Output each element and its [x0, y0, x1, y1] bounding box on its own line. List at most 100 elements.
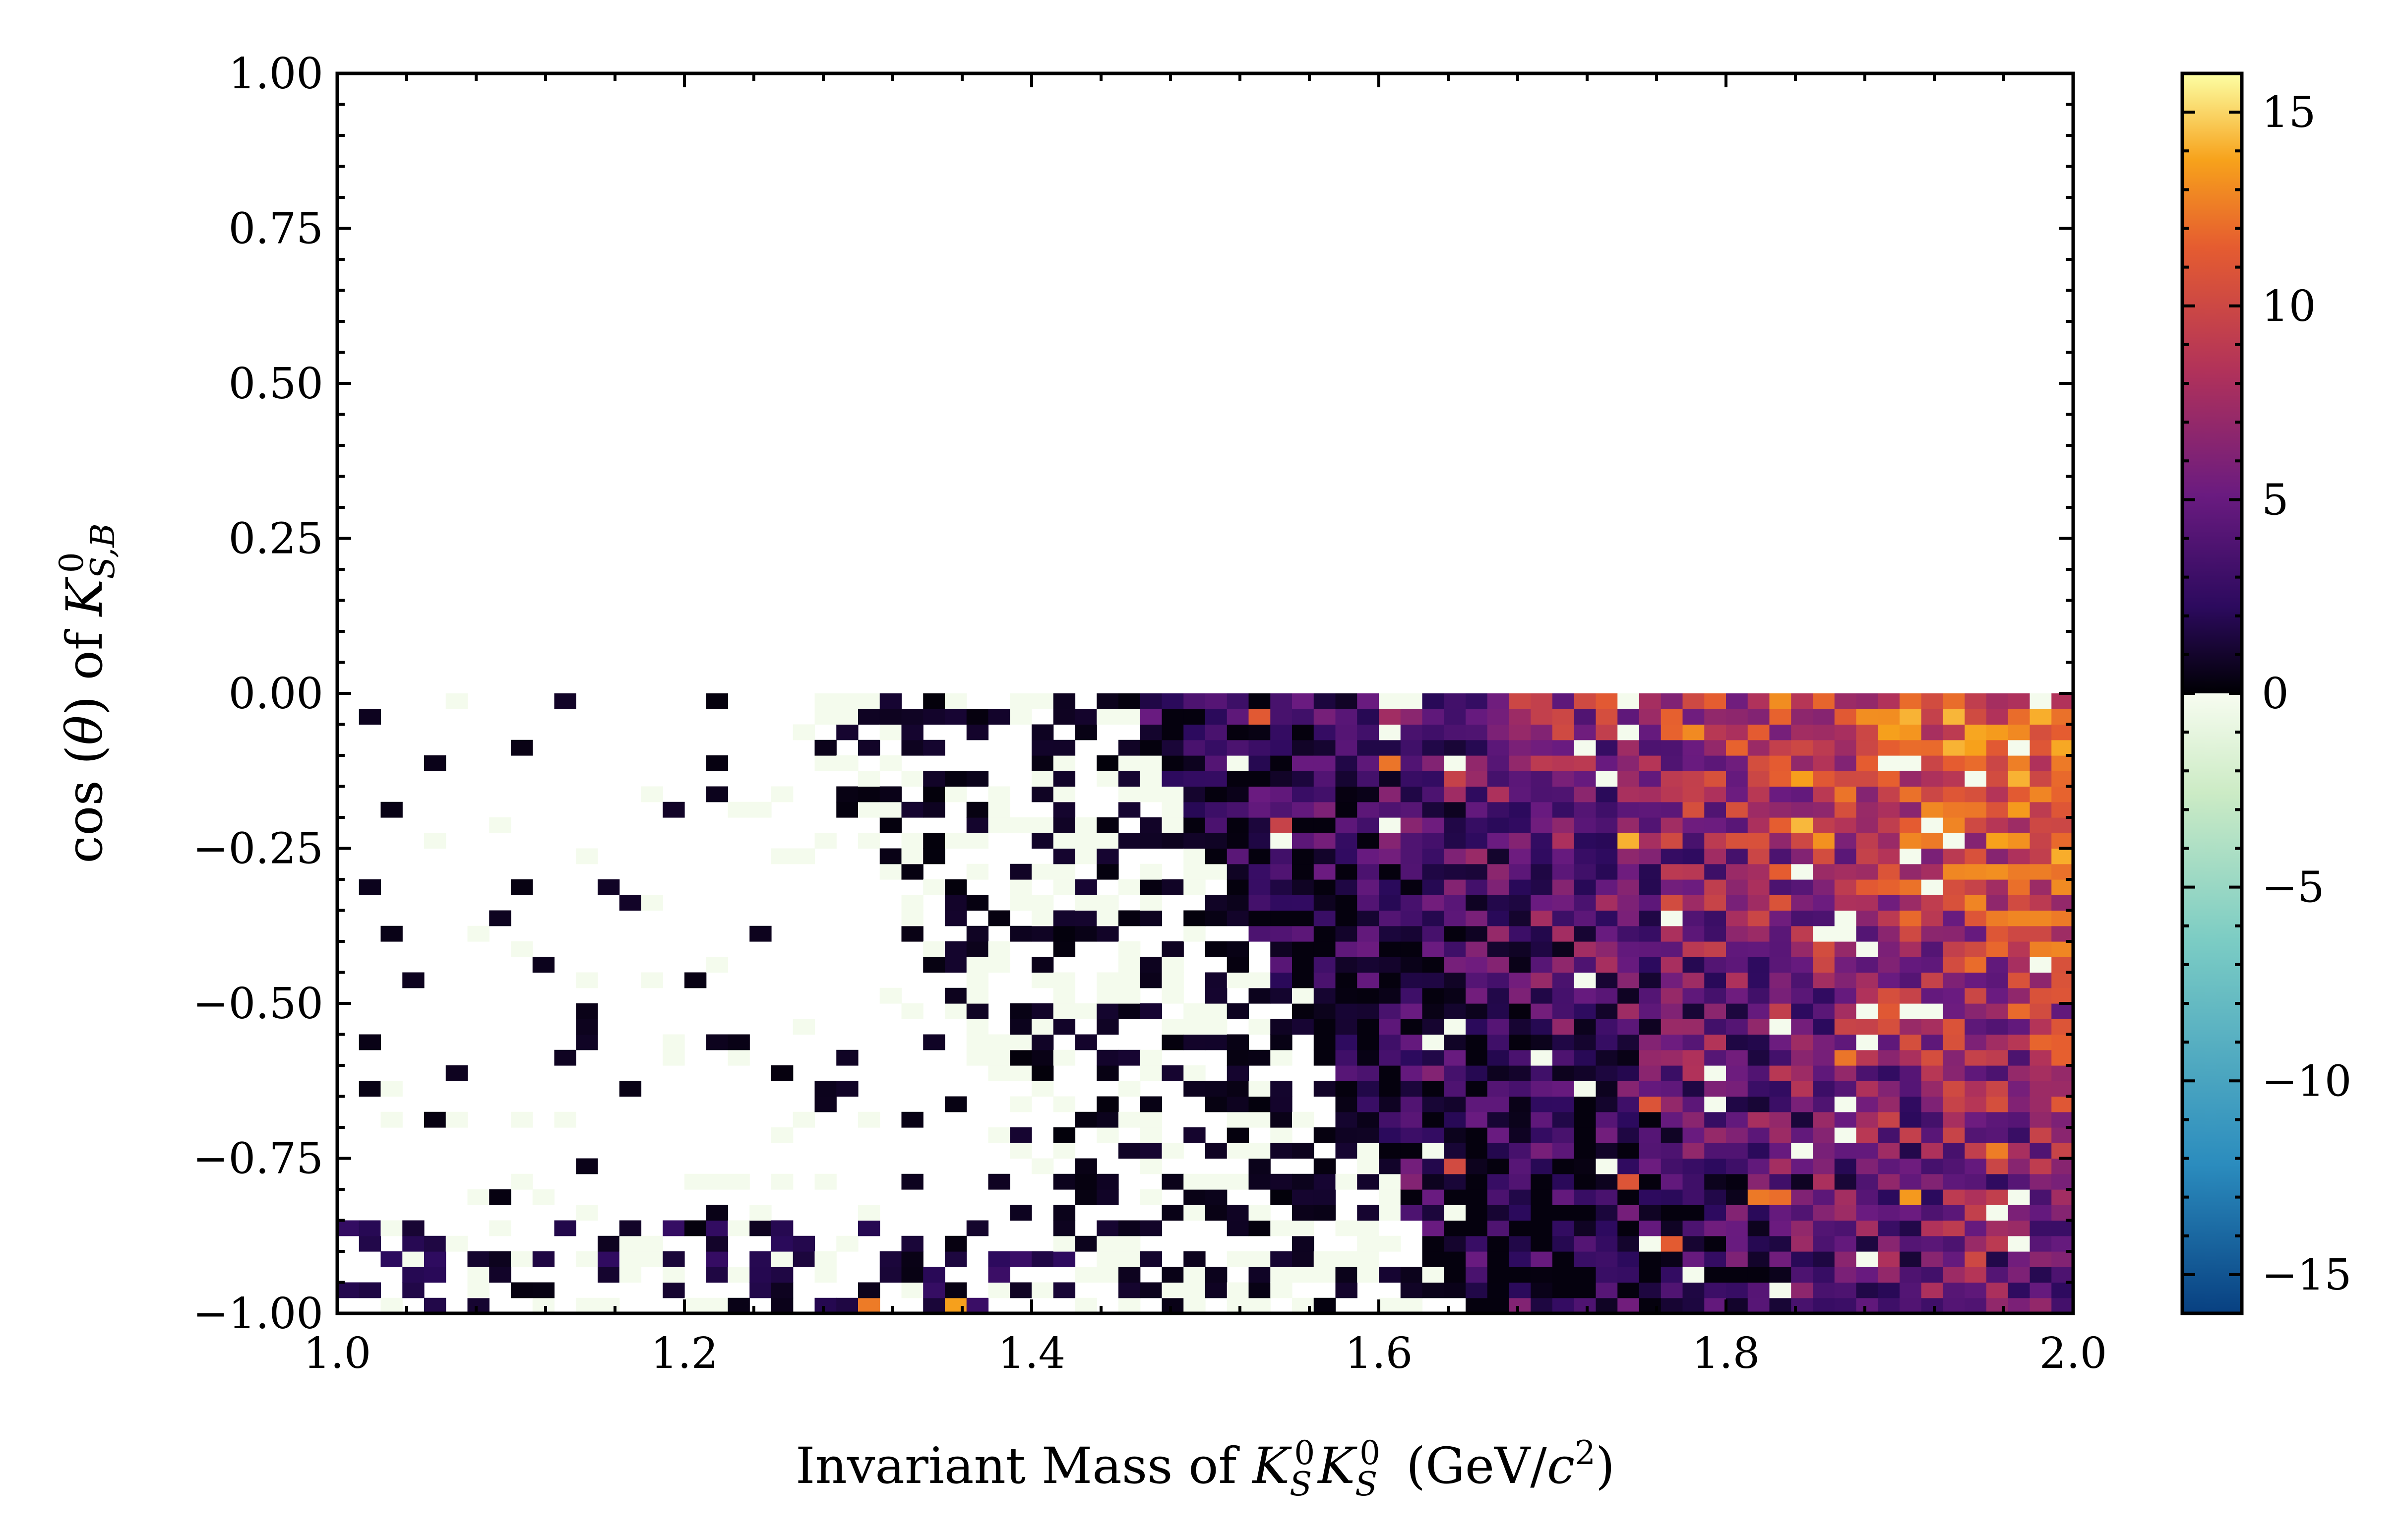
heatmap-cell: [1010, 709, 1032, 725]
heatmap-cell: [1357, 1143, 1379, 1159]
heatmap-cell: [1965, 925, 1987, 942]
heatmap-cell: [1986, 1267, 2009, 1283]
heatmap-cell: [1444, 1220, 1466, 1236]
heatmap-cell: [1248, 1205, 1271, 1221]
heatmap-cell: [1965, 895, 1987, 911]
heatmap-cell: [2030, 755, 2052, 771]
heatmap-cell: [1704, 724, 1726, 740]
heatmap-cell: [1639, 910, 1662, 926]
heatmap-cell: [1379, 693, 1401, 709]
heatmap-cell: [1661, 910, 1683, 926]
heatmap-cell: [1965, 987, 1987, 1004]
heatmap-cell: [1531, 941, 1553, 957]
heatmap-cell: [2008, 987, 2031, 1004]
heatmap-cell: [2051, 957, 2074, 973]
heatmap-cell: [858, 1205, 880, 1221]
heatmap-cell: [966, 1034, 989, 1050]
heatmap-cell: [1769, 1189, 1791, 1205]
heatmap-cell: [2051, 1034, 2074, 1050]
heatmap-cell: [1813, 1297, 1835, 1314]
heatmap-cell: [1205, 1282, 1228, 1298]
heatmap-cell: [1292, 1189, 1314, 1205]
heatmap-cell: [1032, 724, 1054, 740]
heatmap-cell: [1183, 1081, 1206, 1097]
heatmap-cell: [1422, 1205, 1444, 1221]
heatmap-cell: [923, 879, 945, 895]
heatmap-cell: [1531, 801, 1553, 818]
heatmap-cell: [2030, 941, 2052, 957]
heatmap-cell: [1639, 925, 1662, 942]
heatmap-cell: [1900, 833, 1922, 849]
heatmap-cell: [1943, 1081, 1965, 1097]
heatmap-cell: [1270, 925, 1293, 942]
heatmap-cell: [1965, 972, 1987, 988]
heatmap-cell: [1335, 987, 1357, 1004]
heatmap-cell: [1791, 1251, 1813, 1267]
heatmap-cell: [1639, 786, 1662, 802]
heatmap-cell: [532, 957, 555, 973]
heatmap-cell: [1791, 755, 1813, 771]
heatmap-cell: [1791, 1220, 1813, 1236]
heatmap-cell: [1834, 739, 1857, 756]
heatmap-cell: [2008, 1251, 2031, 1267]
heatmap-cell: [1466, 817, 1488, 833]
heatmap-cell: [1205, 755, 1228, 771]
heatmap-cell: [1140, 1049, 1163, 1066]
heatmap-cell: [1682, 1267, 1705, 1283]
heatmap-cell: [945, 910, 967, 926]
heatmap-cell: [1921, 987, 1944, 1004]
heatmap-cell: [1986, 1003, 2009, 1019]
heatmap-cell: [1313, 987, 1336, 1004]
heatmap-cell: [1531, 1220, 1553, 1236]
heatmap-cell: [1661, 817, 1683, 833]
heatmap-cell: [2051, 755, 2074, 771]
heatmap-cell: [1357, 755, 1379, 771]
heatmap-cell: [2030, 1189, 2052, 1205]
heatmap-cell: [1791, 833, 1813, 849]
heatmap-cell: [1357, 1081, 1379, 1097]
heatmap-cell: [1856, 1096, 1878, 1112]
heatmap-cell: [1856, 848, 1878, 864]
heatmap-cell: [706, 693, 729, 709]
heatmap-cell: [1682, 817, 1705, 833]
heatmap-cell: [1813, 1019, 1835, 1035]
heatmap-cell: [1900, 957, 1922, 973]
heatmap-cell: [814, 709, 837, 725]
heatmap-cell: [1010, 1019, 1032, 1035]
heatmap-cell: [1270, 848, 1293, 864]
heatmap-cell: [1531, 833, 1553, 849]
heatmap-cell: [1010, 1049, 1032, 1066]
heatmap-cell: [1053, 771, 1076, 787]
heatmap-cell: [598, 1267, 620, 1283]
heatmap-cell: [1379, 709, 1401, 725]
heatmap-cell: [1531, 1096, 1553, 1112]
heatmap-cell: [2051, 1158, 2074, 1174]
heatmap-cell: [1509, 941, 1531, 957]
heatmap-cell: [1183, 1003, 1206, 1019]
heatmap-cell: [1509, 724, 1531, 740]
heatmap-cell: [1400, 941, 1423, 957]
heatmap-cell: [576, 1205, 598, 1221]
heatmap-cell: [1986, 987, 2009, 1004]
heatmap-cell: [966, 941, 989, 957]
heatmap-cell: [1422, 910, 1444, 926]
heatmap-cell: [966, 1003, 989, 1019]
heatmap-cell: [1900, 1251, 1922, 1267]
heatmap-cell: [1422, 1251, 1444, 1267]
heatmap-cell: [1856, 771, 1878, 787]
heatmap-cell: [576, 1158, 598, 1174]
heatmap-cell: [1900, 817, 1922, 833]
heatmap-cell: [1118, 1111, 1141, 1128]
heatmap-cell: [1856, 833, 1878, 849]
heatmap-cell: [1140, 739, 1163, 756]
heatmap-cell: [1248, 693, 1271, 709]
heatmap-cell: [1574, 957, 1597, 973]
heatmap-cell: [1335, 895, 1357, 911]
heatmap-cell: [1596, 1220, 1618, 1236]
heatmap-cell: [1834, 1282, 1857, 1298]
heatmap-cell: [2051, 1003, 2074, 1019]
heatmap-cell: [1878, 1220, 1900, 1236]
heatmap-cell: [1444, 1127, 1466, 1143]
heatmap-cell: [1704, 1034, 1726, 1050]
